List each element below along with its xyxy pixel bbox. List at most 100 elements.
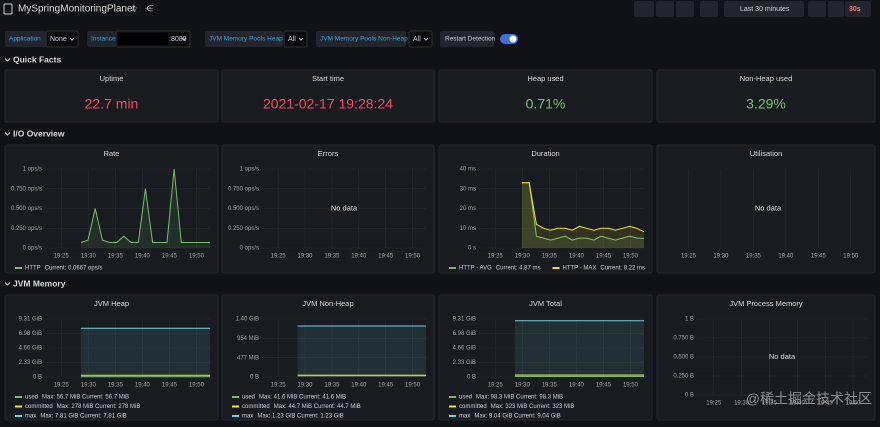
x-tick-label: 19:40: [569, 254, 585, 260]
no-data: No data: [331, 203, 358, 212]
panel-title: JVM Non-Heap: [302, 299, 353, 308]
panel-title: JVM Heap: [94, 299, 129, 308]
share-icon[interactable]: ⋲: [145, 4, 153, 13]
legend-name: HTTP: [25, 266, 41, 272]
y-tick-label: 6.98 GiB: [453, 331, 476, 337]
panel-title: Start time: [312, 74, 344, 83]
stat-value: 22.7 min: [85, 96, 139, 112]
legend-name: committed: [242, 404, 270, 410]
y-tick-label: 0.750 ops/s: [228, 186, 259, 192]
panel-title: JVM Total: [529, 299, 562, 308]
no-data: No data: [769, 352, 796, 361]
y-tick-label: 0 s: [468, 246, 476, 252]
y-tick-label: 0.500 ops/s: [228, 206, 259, 212]
x-tick-label: 19:50: [623, 254, 639, 260]
x-tick-label: 19:40: [351, 254, 367, 260]
variable-value: All: [413, 36, 421, 43]
panel-title: JVM Process Memory: [729, 299, 803, 308]
settings-button[interactable]: [676, 1, 694, 17]
y-tick-label: 0.500 ops/s: [11, 206, 42, 212]
panel: [438, 69, 653, 123]
legend-name: max: [25, 414, 36, 420]
x-tick-label: 19:50: [623, 383, 639, 389]
x-tick-label: 19:30: [298, 254, 314, 260]
variable-select[interactable]: [45, 30, 79, 48]
series-area: [80, 169, 211, 248]
zoom-out-button[interactable]: [808, 1, 826, 17]
stat-value: 3.29%: [746, 96, 786, 112]
row-chevron: [4, 282, 11, 286]
legend-name: used: [242, 395, 255, 401]
row-title: JVM Memory: [13, 278, 66, 288]
save-button[interactable]: [656, 1, 674, 17]
tv-mode-button[interactable]: [700, 1, 718, 17]
x-tick-label: 19:50: [189, 254, 205, 260]
x-tick-label: 19:35: [542, 383, 558, 389]
x-tick-label: 19:45: [378, 383, 394, 389]
panel: [221, 69, 435, 123]
y-tick-label: 0 ops/s: [23, 246, 42, 252]
time-picker[interactable]: [724, 1, 804, 17]
series-area: [522, 182, 644, 248]
y-tick-label: 1.40 GiB: [236, 317, 259, 323]
panel: [438, 294, 653, 421]
x-tick-label: 19:50: [189, 383, 205, 389]
series-line: [522, 182, 645, 233]
x-tick-label: 19:25: [54, 383, 70, 389]
legend-value: Current: 0.0667 ops/s: [45, 266, 103, 272]
x-tick-label: 19:40: [351, 383, 367, 389]
x-tick-label: 19:35: [324, 254, 340, 260]
variable-select[interactable]: [283, 30, 308, 48]
legend-value: Max: 41.6 MiB Current: 41.6 MiB: [259, 395, 346, 401]
y-tick-label: 0.750 B: [673, 336, 694, 342]
panel: [221, 144, 435, 274]
x-tick-label: 19:45: [596, 383, 612, 389]
x-tick-label: 19:30: [298, 383, 314, 389]
variable-label-box: [316, 31, 406, 47]
y-tick-label: 0 B: [33, 375, 42, 381]
star-icon[interactable]: ☆: [130, 3, 138, 13]
variable-value: None: [50, 36, 67, 43]
x-tick-label: 19:30: [734, 401, 750, 407]
y-tick-label: 20 ms: [460, 206, 476, 212]
legend-value: Max: 7.81 GiB Current: 7.81 GiB: [40, 414, 126, 420]
y-tick-label: 2.33 GiB: [19, 360, 42, 366]
add-panel-button[interactable]: [634, 1, 654, 17]
legend-value: Max: 9.04 GiB Current: 9.04 GiB: [474, 414, 560, 420]
legend-name: used: [25, 395, 38, 401]
legend-name: committed: [25, 404, 53, 410]
x-tick-label: 19:30: [515, 383, 531, 389]
restart-detection-label: Restart Detection: [445, 36, 496, 43]
dropdown-chevron: [423, 37, 429, 41]
panel: [4, 69, 219, 123]
x-tick-label: 19:25: [271, 383, 287, 389]
legend-value: Max: 1.23 GiB Current: 1.23 GiB: [257, 414, 343, 420]
x-tick-label: 19:45: [378, 254, 394, 260]
dashboard-title[interactable]: MySpringMonitoringPlanet: [18, 4, 136, 15]
x-tick-label: 19:40: [135, 254, 151, 260]
variable-label: Instance: [91, 36, 116, 43]
y-tick-label: 9.31 GiB: [19, 317, 42, 323]
y-tick-label: 9.31 GiB: [453, 317, 476, 323]
panel: [4, 294, 219, 421]
y-tick-label: 0 B: [685, 393, 694, 399]
series-line: [522, 182, 645, 241]
refresh-interval[interactable]: [845, 1, 871, 17]
y-tick-label: 0.250 ops/s: [228, 226, 259, 232]
x-tick-label: 19:45: [596, 254, 612, 260]
stat-value: 2021-02-17 19:28:24: [263, 96, 393, 112]
variable-label-box: [5, 31, 46, 47]
refresh-button[interactable]: [828, 1, 844, 17]
variable-value: :8080: [169, 36, 187, 43]
row-title: Quick Facts: [13, 54, 61, 64]
series-area: [297, 326, 426, 377]
y-tick-label: 0.500 B: [673, 355, 694, 361]
restart-detection-label-box: [440, 31, 494, 47]
legend-name: committed: [459, 404, 487, 410]
panel-title: Utilisation: [750, 149, 783, 158]
variable-select[interactable]: [408, 30, 433, 48]
x-tick-label: 19:35: [324, 383, 340, 389]
variable-label: JVM Memory Pools Heap: [209, 36, 283, 43]
legend-name: HTTP - AVG: [459, 266, 492, 272]
refresh-value: 30s: [849, 6, 861, 13]
